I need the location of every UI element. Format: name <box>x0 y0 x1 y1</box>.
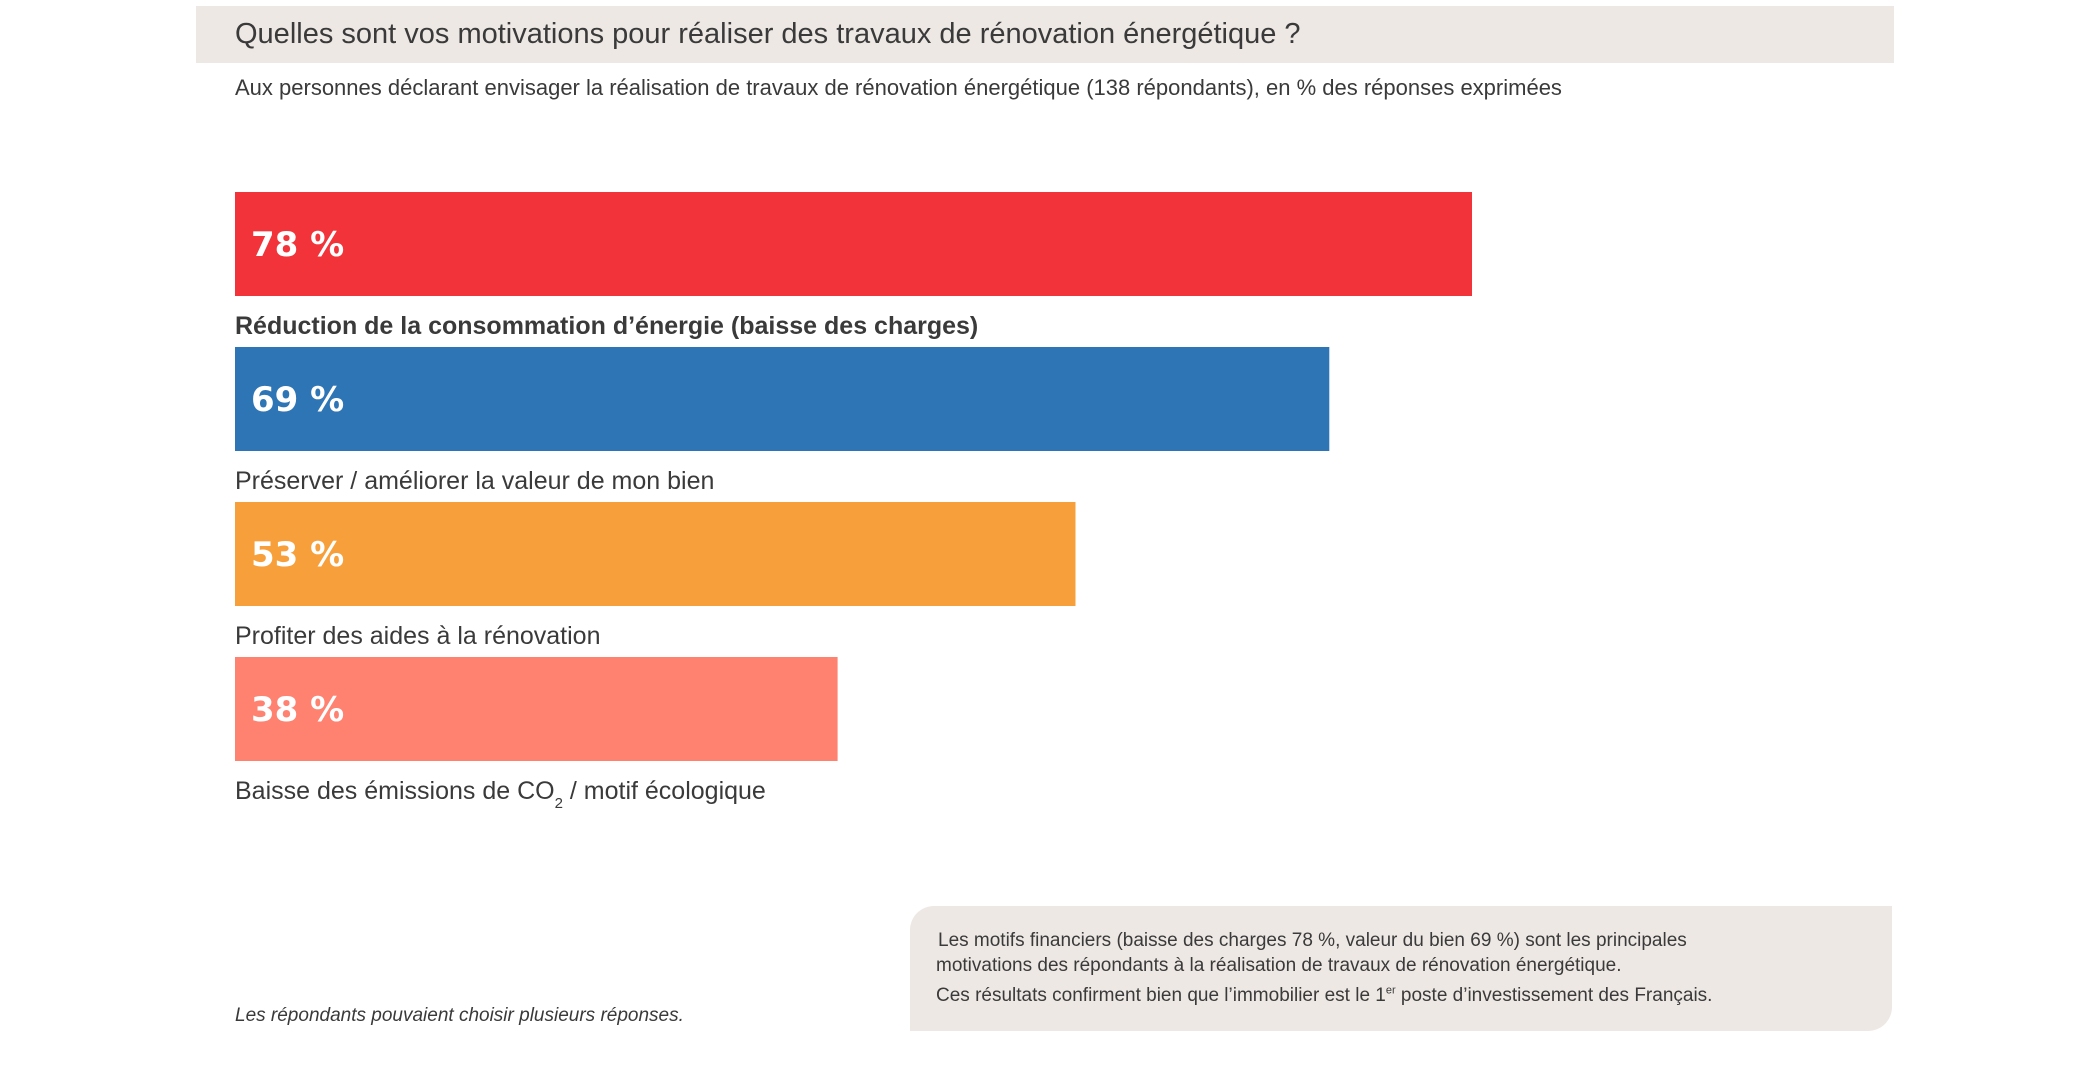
callout-box <box>910 906 1892 1031</box>
category-label: Baisse des émissions de CO2 / motif écol… <box>235 777 766 812</box>
title-band <box>196 6 1894 63</box>
bar-value-label: 38 % <box>251 690 344 730</box>
bar-value-label: 78 % <box>251 225 344 265</box>
category-label: Réduction de la consommation d’énergie (… <box>235 312 978 340</box>
bar <box>235 347 1330 451</box>
page-title: Quelles sont vos motivations pour réalis… <box>235 18 1301 50</box>
bar <box>235 192 1472 296</box>
ordinal-superscript: er <box>1385 984 1396 997</box>
bar <box>235 502 1076 606</box>
callout-text-line: motivations des répondants à la réalisat… <box>936 955 1622 976</box>
page-subtitle: Aux personnes déclarant envisager la réa… <box>235 75 1562 100</box>
bar <box>235 657 838 761</box>
category-label: Profiter des aides à la rénovation <box>235 622 601 650</box>
footnote: Les répondants pouvaient choisir plusieu… <box>235 1005 684 1026</box>
callout-text-part: poste d’investissement des Français. <box>1395 985 1713 1006</box>
bar-value-label: 53 % <box>251 535 344 575</box>
category-label: Préserver / améliorer la valeur de mon b… <box>235 467 714 495</box>
callout-text-part: Ces résultats confirment bien que l’immo… <box>936 985 1386 1006</box>
bar-value-label: 69 % <box>251 380 344 420</box>
callout-text-line: Ces résultats confirment bien que l’immo… <box>936 983 1712 1009</box>
callout-text-line: Les motifs financiers (baisse des charge… <box>938 930 1687 951</box>
